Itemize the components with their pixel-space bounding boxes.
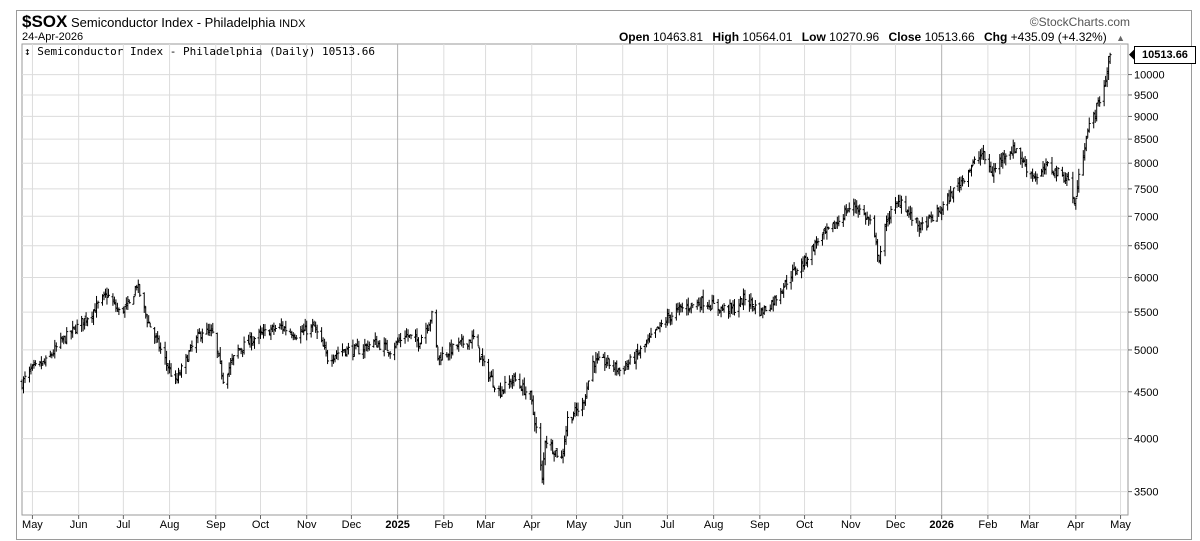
y-tick-label: 8500 [1134, 134, 1158, 146]
high-label: High [712, 30, 740, 44]
y-tick-label: 7500 [1134, 184, 1158, 196]
x-tick-label: Jul [116, 519, 130, 531]
y-tick-label: 5500 [1134, 307, 1158, 319]
x-tick-label: Dec [886, 519, 906, 531]
y-tick-label: 6000 [1134, 273, 1158, 285]
index-name: Semiconductor Index - Philadelphia [70, 15, 276, 30]
chg-value: +435.09 (+4.32%) [1010, 30, 1107, 44]
y-tick-label: 8000 [1134, 158, 1158, 170]
low-label: Low [801, 30, 826, 44]
x-tick-label: 2026 [929, 519, 953, 531]
close-value: 10513.66 [924, 30, 975, 44]
x-tick-label: Jun [614, 519, 632, 531]
x-tick-label: May [566, 519, 587, 531]
chart-date: 24-Apr-2026 [22, 31, 84, 43]
ticker-symbol: $SOX [22, 12, 68, 31]
y-tick-label: 4500 [1134, 387, 1158, 399]
legend-text: Semiconductor Index - Philadelphia (Dail… [37, 45, 376, 58]
exchange-code: INDX [279, 18, 306, 30]
x-tick-label: Nov [297, 519, 317, 531]
plot-area [21, 43, 1129, 516]
open-label: Open [618, 30, 650, 44]
x-tick-label: Mar [1020, 519, 1039, 531]
x-tick-label: May [1110, 519, 1131, 531]
last-price-pointer-icon [1129, 49, 1134, 60]
chg-up-arrow-icon: ▲ [1116, 33, 1125, 43]
y-tick-label: 3500 [1134, 487, 1158, 499]
y-tick-label: 7000 [1134, 211, 1158, 223]
x-tick-label: Mar [476, 519, 495, 531]
x-tick-label: Feb [434, 519, 453, 531]
ohlc-bar-icon: ↕ [24, 45, 31, 58]
ohlc-readout: Open 10463.81 High 10564.01 Low 10270.96… [619, 30, 1125, 44]
x-tick-label: 2025 [385, 519, 409, 531]
close-label: Close [888, 30, 922, 44]
open-value: 10463.81 [652, 30, 704, 44]
y-tick-label: 4000 [1134, 434, 1158, 446]
brand-watermark: ©StockCharts.com [1029, 15, 1130, 29]
y-tick-label: 10000 [1134, 70, 1165, 82]
x-tick-label: Nov [841, 519, 861, 531]
high-value: 10564.01 [742, 30, 793, 44]
y-tick-label: 6500 [1134, 241, 1158, 253]
series-legend: ↕ Semiconductor Index - Philadelphia (Da… [24, 45, 375, 58]
x-tick-label: Jul [660, 519, 674, 531]
y-tick-label: 9000 [1134, 111, 1158, 123]
x-tick-label: Oct [252, 519, 269, 531]
x-tick-label: Apr [1067, 519, 1084, 531]
x-tick-label: Sep [206, 519, 226, 531]
x-tick-label: Sep [750, 519, 770, 531]
x-tick-label: Jun [70, 519, 88, 531]
x-tick-label: May [22, 519, 43, 531]
x-tick-label: Dec [342, 519, 362, 531]
x-tick-label: Feb [978, 519, 997, 531]
low-value: 10270.96 [829, 30, 880, 44]
y-tick-label: 5000 [1134, 345, 1158, 357]
chg-label: Chg [983, 30, 1008, 44]
y-tick-label: 9500 [1134, 90, 1158, 102]
x-tick-label: Oct [796, 519, 813, 531]
chart-title: $SOX Semiconductor Index - Philadelphia … [22, 12, 305, 32]
x-tick-label: Aug [704, 519, 724, 531]
x-tick-label: Apr [523, 519, 540, 531]
last-price-label: 10513.66 [1134, 45, 1196, 64]
x-tick-label: Aug [160, 519, 180, 531]
